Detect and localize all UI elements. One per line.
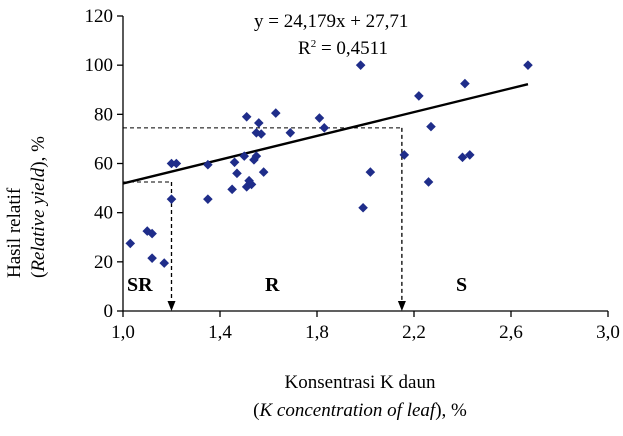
zone-label-r: R [265, 274, 280, 296]
y-axis-title: Hasil relatif [4, 187, 25, 278]
x-tick-label: 2,6 [499, 322, 523, 343]
r-squared-value: = 0,4511 [316, 38, 388, 59]
data-point [457, 152, 468, 163]
r-squared-label: R2 = 0,4511 [298, 38, 388, 60]
x-tick-label: 2,2 [402, 322, 426, 343]
threshold-arrowhead [167, 301, 176, 311]
data-point [399, 150, 410, 160]
x-tick-label: 1,4 [208, 322, 232, 343]
x-axis-title: Konsentrasi K daun [284, 372, 436, 393]
data-point [423, 177, 434, 187]
data-point [414, 91, 424, 101]
r-squared-superscript: 2 [310, 38, 317, 50]
data-point [239, 151, 250, 161]
data-point [241, 182, 252, 192]
x-axis-title-english-italic: K concentration of leaf [259, 400, 436, 421]
data-point [365, 167, 376, 177]
tick-labels: 0 20 40 60 80 100 120 1,0 1,4 1,8 2,2 2,6 3,0 [85, 6, 620, 343]
data-point [232, 168, 242, 179]
threshold-arrowhead [397, 301, 406, 311]
x-tick-label: 1,8 [305, 322, 329, 343]
data-point [166, 194, 177, 204]
data-point [203, 194, 213, 204]
data-point [241, 111, 252, 122]
r-squared-prefix: R [298, 38, 311, 59]
data-point [147, 228, 157, 239]
data-point [464, 150, 475, 160]
data-point [270, 108, 281, 118]
y-tick-label: 0 [104, 301, 114, 322]
y-axis-title-english-italic: Relative yield [28, 167, 49, 272]
data-point [251, 127, 262, 138]
data-point [254, 118, 264, 128]
data-point [319, 123, 330, 133]
y-tick-label: 60 [94, 154, 113, 175]
data-point [523, 60, 533, 70]
y-tick-label: 20 [94, 252, 113, 273]
data-point [246, 179, 257, 190]
data-point [166, 158, 177, 169]
data-point [314, 113, 325, 123]
zone-label-s: S [456, 274, 468, 296]
y-axis-title-english: (Relative yield), % [28, 136, 50, 278]
regression-equation: y = 24,179x + 27,71 [254, 11, 409, 32]
data-point [227, 184, 237, 195]
data-points [125, 60, 533, 268]
x-axis-title-english-prefix: ( [253, 400, 260, 421]
x-axis-title-english: (K concentration of leaf), % [120, 400, 600, 422]
data-point [256, 129, 267, 139]
data-point [358, 202, 368, 213]
zone-label-sr: SR [127, 274, 153, 296]
y-axis-title-english-suffix: ), % [28, 136, 49, 168]
data-point [147, 253, 157, 263]
data-point [171, 158, 182, 169]
axes [117, 15, 609, 317]
data-point [258, 167, 269, 177]
trendline-layer [122, 83, 529, 185]
y-tick-label: 80 [94, 104, 113, 125]
x-axis-title-english-suffix: ), % [435, 400, 467, 421]
data-point [159, 258, 170, 268]
data-point [125, 238, 136, 249]
x-tick-label: 1,0 [111, 322, 135, 343]
trendline [122, 83, 529, 185]
data-point [460, 78, 470, 89]
data-point [244, 175, 254, 186]
y-tick-label: 40 [94, 203, 113, 224]
data-point [203, 159, 213, 170]
data-point [229, 157, 240, 168]
data-point [251, 151, 262, 161]
data-point [426, 121, 436, 132]
y-tick-label: 100 [85, 55, 114, 76]
y-axis-title-english-prefix: ( [28, 271, 49, 278]
data-point [285, 127, 296, 138]
x-tick-label: 3,0 [596, 322, 620, 343]
data-point [355, 60, 366, 70]
y-tick-label: 120 [85, 6, 114, 27]
